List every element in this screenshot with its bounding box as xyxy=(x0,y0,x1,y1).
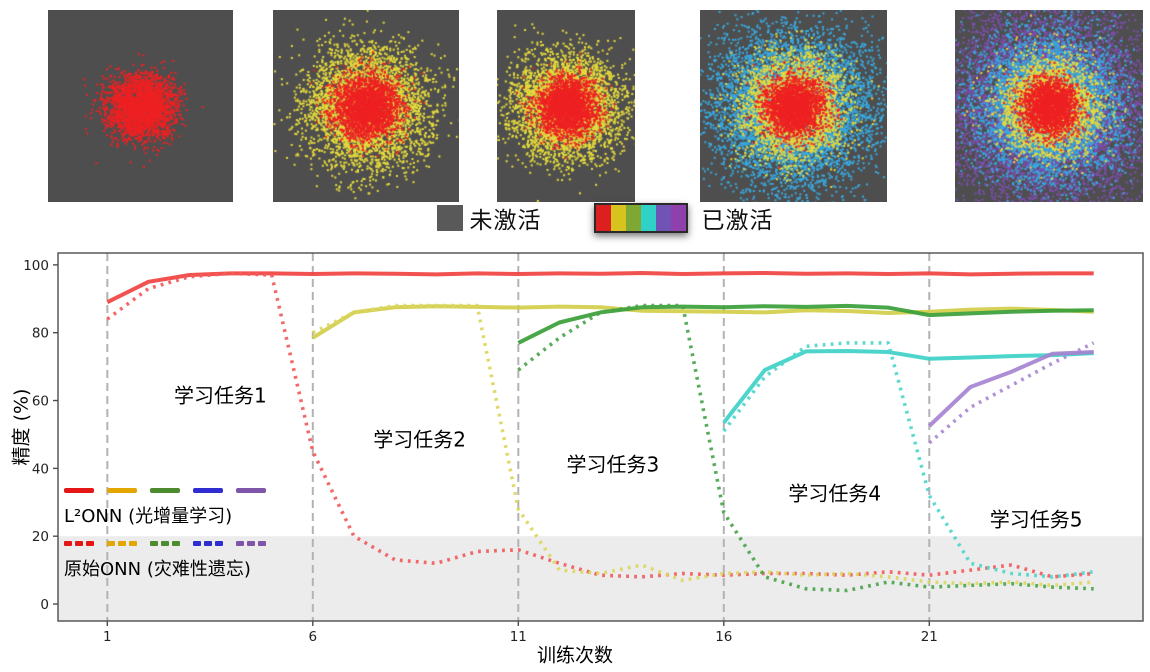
dotted-swatch-segment xyxy=(64,540,72,546)
x-tick-label: 6 xyxy=(309,629,318,645)
y-tick-label: 40 xyxy=(32,461,49,477)
x-axis-label: 训练次数 xyxy=(536,644,614,667)
task4-l2onn-line xyxy=(722,349,1094,424)
activation-colorbar xyxy=(593,203,688,233)
x-tick-label: 11 xyxy=(510,629,527,645)
dotted-swatch-5 xyxy=(236,540,266,546)
dotted-swatch-segment xyxy=(129,540,137,546)
solid-swatch-2 xyxy=(107,487,137,493)
inactive-color-swatch xyxy=(436,205,463,231)
task4-original-onn-line xyxy=(722,341,1094,579)
chart-legend: L²ONN (光增量学习) 原始ONN (灾难性遗忘) xyxy=(64,483,279,593)
l2onn-legend-label: L²ONN (光增量学习) xyxy=(64,506,233,527)
task1-original-onn-line xyxy=(106,271,1094,579)
dotted-swatch-segment xyxy=(86,540,94,546)
dotted-swatch-segment xyxy=(215,540,223,546)
task-annotation-4: 学习任务4 xyxy=(788,481,882,506)
active-label: 已激活 xyxy=(701,208,774,234)
x-tick-label: 21 xyxy=(921,629,938,645)
dotted-swatch-segment xyxy=(204,540,212,546)
dotted-swatch-segment xyxy=(118,540,126,546)
task-annotation-3: 学习任务3 xyxy=(566,452,660,477)
solid-legend-swatches xyxy=(64,487,279,493)
task5-l2onn-line xyxy=(927,350,1094,428)
dotted-swatch-segment xyxy=(172,540,180,546)
dotted-swatch-4 xyxy=(193,540,223,546)
active-color-swatch-4 xyxy=(640,205,656,231)
dotted-swatch-segment xyxy=(150,540,158,546)
activation-panel-2 xyxy=(273,10,459,202)
active-color-swatch-2 xyxy=(610,205,626,231)
dotted-swatch-2 xyxy=(107,540,137,546)
y-tick-label: 100 xyxy=(23,258,49,274)
activation-panel-4 xyxy=(700,10,887,202)
solid-swatch-4 xyxy=(193,487,223,493)
dotted-swatch-segment xyxy=(236,540,244,546)
activation-map-canvas-5 xyxy=(955,10,1143,202)
y-tick-label: 80 xyxy=(32,326,49,342)
y-tick-label: 20 xyxy=(32,529,49,545)
activation-map-canvas-3 xyxy=(497,10,635,202)
dotted-swatch-segment xyxy=(193,540,201,546)
plot-frame xyxy=(57,252,1144,622)
inactive-label: 未激活 xyxy=(469,208,542,234)
y-tick-label: 60 xyxy=(32,394,49,410)
activation-panel-3 xyxy=(497,10,635,202)
activation-map-canvas-1 xyxy=(48,10,233,202)
dotted-swatch-segment xyxy=(75,540,83,546)
task1-l2onn-line xyxy=(106,271,1094,304)
task2-l2onn-line xyxy=(311,304,1094,340)
active-color-swatch-5 xyxy=(655,205,671,231)
activation-legend: 未激活 已激活 xyxy=(30,199,1150,237)
solid-swatch-3 xyxy=(150,487,180,493)
dotted-legend-swatches xyxy=(64,540,279,546)
dotted-swatch-segment xyxy=(107,540,115,546)
y-tick-label: 0 xyxy=(40,597,49,613)
activation-map-canvas-4 xyxy=(700,10,887,202)
low-accuracy-band xyxy=(58,536,1143,621)
solid-swatch-5 xyxy=(236,487,266,493)
active-color-swatch-1 xyxy=(595,205,611,231)
activation-map-canvas-2 xyxy=(273,10,459,202)
dotted-swatch-segment xyxy=(161,540,169,546)
dotted-swatch-segment xyxy=(247,540,255,546)
solid-swatch-1 xyxy=(64,487,94,493)
active-color-swatch-6 xyxy=(670,205,686,231)
task-annotation-2: 学习任务2 xyxy=(373,427,467,452)
dotted-swatch-1 xyxy=(64,540,94,546)
task-annotation-5: 学习任务5 xyxy=(989,507,1083,532)
active-color-swatch-3 xyxy=(625,205,641,231)
task-annotation-1: 学习任务1 xyxy=(173,383,267,408)
x-tick-label: 16 xyxy=(715,629,732,645)
task3-original-onn-line xyxy=(517,303,1094,593)
activation-panel-1 xyxy=(48,10,233,202)
y-axis-label: 精度 (%) xyxy=(10,388,33,466)
accuracy-chart: 1 6 11 16 21 0 20 40 60 80 100 精度 (%) 训练次数 L²ONN (… xyxy=(0,240,1150,672)
original-onn-legend-label: 原始ONN (灾难性遗忘) xyxy=(64,559,251,580)
x-tick-label: 1 xyxy=(103,629,112,645)
dotted-swatch-segment xyxy=(258,540,266,546)
dotted-swatch-3 xyxy=(150,540,180,546)
activation-panel-5 xyxy=(955,10,1143,202)
